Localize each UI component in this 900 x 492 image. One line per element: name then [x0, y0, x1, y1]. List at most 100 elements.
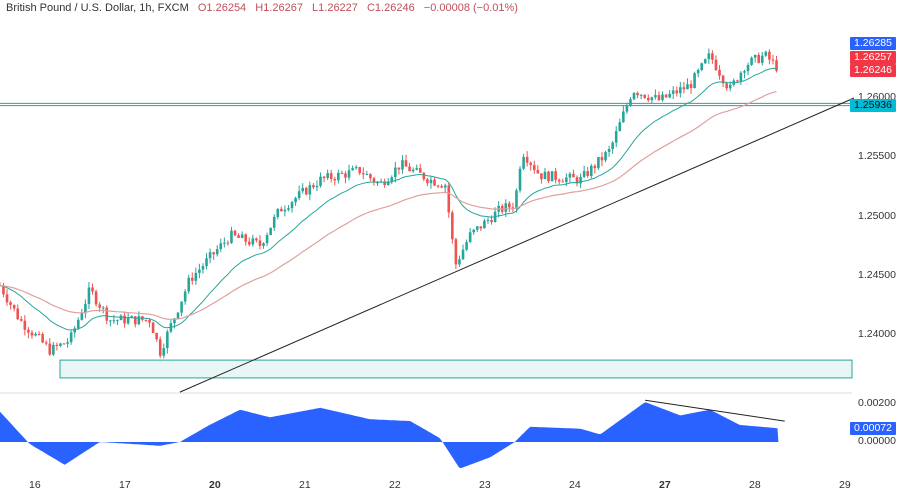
candle-body — [757, 54, 761, 63]
candle-body — [557, 179, 561, 182]
candle-body — [711, 53, 714, 60]
candle-body — [458, 259, 461, 265]
candle-body — [69, 332, 73, 343]
x-tick-label: 17 — [119, 479, 131, 491]
candle-body — [639, 94, 643, 96]
candle-body — [600, 157, 604, 161]
candle-body — [237, 235, 240, 238]
candle-body — [223, 242, 226, 244]
candle-body — [607, 149, 611, 152]
candle-body — [166, 331, 169, 349]
candle-body — [746, 64, 750, 72]
candle-body — [440, 186, 443, 188]
close-value: C1.26246 — [366, 2, 415, 14]
candle-body — [714, 59, 718, 70]
candle-body — [401, 160, 404, 170]
candle-body — [703, 59, 707, 64]
candle-body — [105, 307, 109, 321]
candle-body — [109, 320, 112, 322]
candle-body — [475, 226, 479, 230]
candle-body — [5, 294, 9, 303]
candle-body — [269, 227, 272, 235]
candle-body — [661, 94, 664, 101]
candle-body — [547, 171, 550, 182]
candle-body — [515, 190, 518, 209]
oscillator-area — [0, 402, 779, 469]
candle-body — [654, 95, 657, 98]
candle-body — [173, 318, 176, 324]
candle-body — [736, 80, 739, 82]
candle-body — [34, 333, 37, 336]
candle-body — [190, 277, 194, 281]
candle-body — [287, 208, 290, 210]
candle-body — [540, 173, 543, 180]
candle-body — [333, 178, 337, 181]
candle-body — [643, 94, 647, 98]
x-tick-label: 20 — [209, 479, 221, 491]
candle-body — [87, 287, 91, 304]
candle-body — [315, 185, 319, 188]
candle-body — [522, 156, 525, 169]
candle-body — [233, 230, 237, 236]
candle-body — [337, 172, 340, 181]
symbol-title: British Pound / U.S. Dollar, 1h, FXCM — [6, 2, 189, 14]
y-tick-label: 1.25000 — [858, 209, 896, 222]
high-price-tag: 1.26285 — [850, 37, 896, 50]
candle-body — [675, 90, 679, 94]
ma-fast-line — [0, 67, 777, 331]
candle-body — [451, 212, 454, 240]
candle-body — [84, 303, 87, 314]
candle-body — [308, 185, 312, 195]
candle-body — [693, 73, 696, 89]
candle-body — [483, 220, 486, 229]
candle-body — [743, 71, 746, 73]
candle-body — [657, 95, 661, 101]
candle-body — [650, 97, 654, 101]
ma-price-tag: 1.26257 — [850, 51, 896, 64]
candle-body — [415, 168, 419, 170]
level-price-tag: 1.25936 — [850, 99, 896, 112]
x-tick-label: 28 — [749, 479, 761, 491]
candle-body — [739, 72, 743, 82]
candle-body — [404, 160, 408, 167]
candle-body — [280, 208, 283, 212]
candle-body — [326, 173, 329, 179]
candle-body — [148, 319, 151, 323]
candle-body — [408, 166, 411, 172]
candle-body — [76, 319, 80, 329]
low-value: L1.26227 — [312, 2, 358, 14]
last-price-tag: 1.26246 — [850, 64, 896, 77]
candle-body — [94, 291, 98, 305]
candle-body — [543, 171, 547, 180]
candle-body — [472, 229, 476, 233]
candle-body — [490, 220, 493, 223]
candle-body — [215, 249, 219, 255]
candle-body — [447, 185, 451, 213]
candle-body — [461, 249, 465, 260]
candle-body — [614, 131, 618, 143]
candle-body — [696, 69, 700, 74]
candle-body — [554, 171, 557, 180]
candle-body — [244, 234, 248, 242]
candle-body — [589, 165, 593, 176]
candle-body — [394, 167, 397, 178]
candle-body — [119, 315, 123, 321]
candle-body — [151, 322, 155, 334]
oscillator-value-tag: 0.00072 — [850, 422, 896, 435]
candle-body — [604, 151, 607, 161]
candle-body — [764, 51, 768, 56]
candle-body — [123, 315, 126, 324]
candle-body — [27, 329, 30, 333]
candle-body — [312, 185, 315, 188]
candle-body — [386, 181, 390, 186]
candle-body — [116, 320, 119, 322]
candle-body — [230, 230, 233, 243]
candle-body — [376, 182, 379, 184]
candle-body — [418, 168, 422, 173]
candle-body — [80, 313, 84, 320]
candle-body — [668, 93, 671, 98]
candle-body — [622, 111, 625, 123]
candle-body — [48, 343, 52, 355]
candle-body — [753, 54, 757, 58]
